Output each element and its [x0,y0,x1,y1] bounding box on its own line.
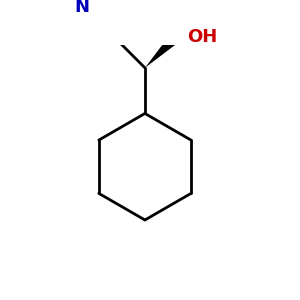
Text: OH: OH [188,28,218,46]
Polygon shape [145,35,178,68]
Text: N: N [74,0,89,16]
